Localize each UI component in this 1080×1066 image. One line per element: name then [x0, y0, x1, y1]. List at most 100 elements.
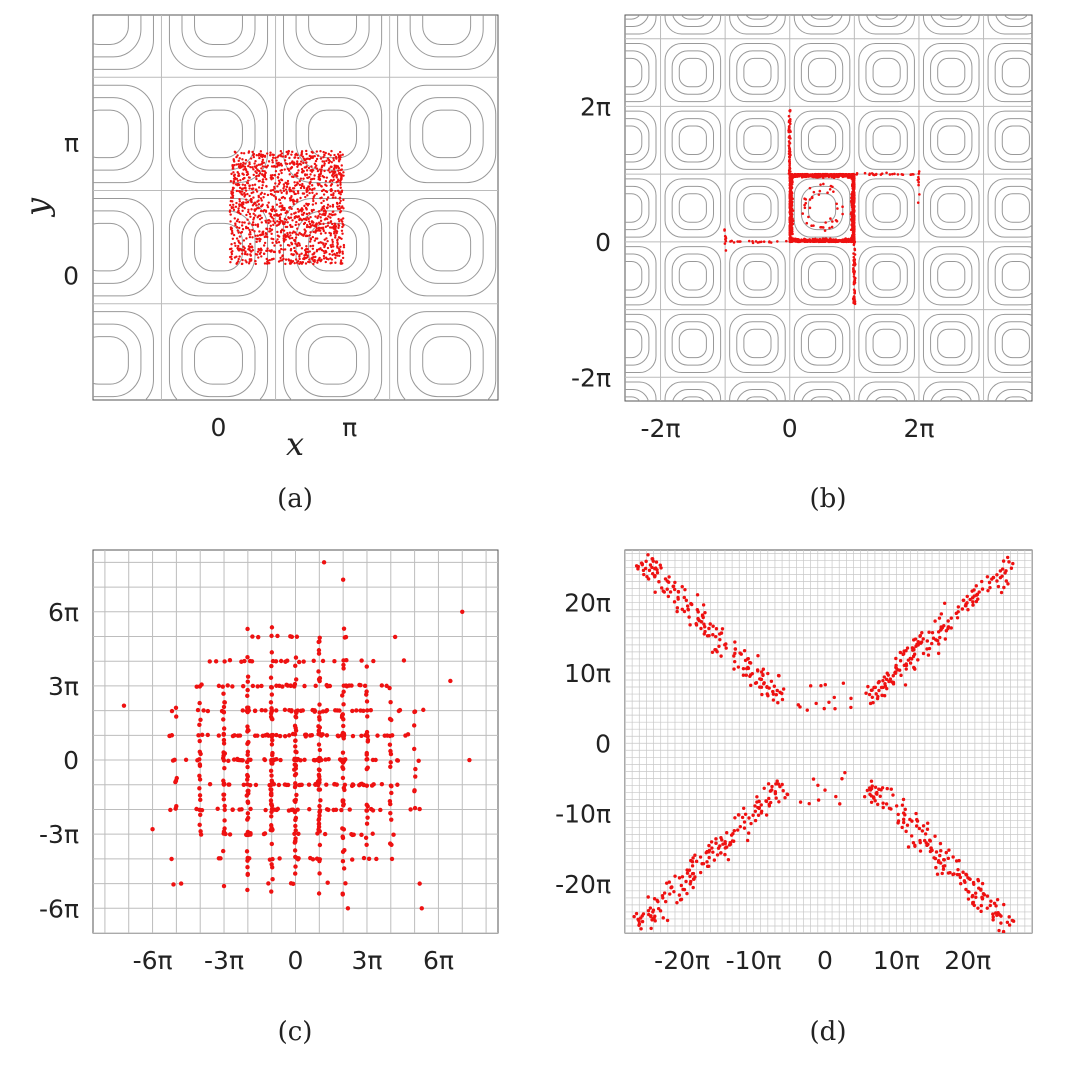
particle [303, 254, 306, 257]
particle [237, 174, 241, 177]
particle [266, 204, 269, 207]
particle [256, 634, 261, 640]
particle [299, 186, 303, 190]
particle [295, 807, 300, 812]
particle [936, 630, 941, 634]
particle [852, 224, 856, 228]
particle [788, 219, 792, 223]
streamline-contour [194, 15, 243, 45]
particle [359, 781, 365, 787]
particle [300, 154, 303, 157]
particle [744, 673, 748, 677]
particle [873, 785, 878, 789]
particle [270, 178, 273, 181]
particle [317, 813, 322, 818]
particle [336, 165, 340, 168]
particle [298, 183, 302, 187]
particle [388, 699, 393, 705]
particle [322, 254, 326, 258]
particle [248, 235, 252, 239]
particle [306, 254, 309, 257]
particle [961, 598, 966, 602]
streamline-contour [872, 328, 901, 359]
particle [921, 637, 925, 641]
particle [686, 608, 691, 612]
particle [947, 848, 951, 852]
particle [788, 170, 792, 173]
particle [841, 681, 846, 685]
panel-d: (d) [624, 549, 1033, 1047]
particle [936, 651, 941, 656]
particle [296, 659, 302, 665]
particle [282, 187, 285, 190]
particle [320, 248, 324, 252]
particle [268, 700, 274, 705]
particle [723, 852, 727, 857]
particle [270, 761, 275, 766]
particle [878, 794, 882, 798]
streamline-contour [874, 15, 899, 20]
particle [269, 224, 273, 228]
streamline-contour [409, 323, 484, 398]
particle [805, 221, 809, 225]
particle [273, 185, 276, 189]
streamline-contour [872, 193, 901, 223]
particle [222, 700, 227, 705]
particle [293, 156, 297, 159]
particle [304, 195, 307, 199]
particle [269, 633, 274, 639]
streamline-contour [736, 185, 779, 231]
particle [293, 864, 298, 869]
particle [292, 202, 295, 206]
particle [297, 223, 300, 226]
particle [997, 928, 1001, 933]
particle [771, 689, 775, 694]
particle [317, 803, 322, 809]
particle [303, 186, 306, 190]
particle [276, 230, 279, 234]
particle [200, 732, 205, 738]
particle [417, 881, 422, 886]
particle [296, 831, 301, 837]
particle [317, 675, 323, 681]
particle [874, 172, 878, 176]
particle [762, 240, 766, 243]
particle [317, 702, 322, 707]
particle [838, 238, 841, 242]
particle [230, 206, 234, 210]
particle [290, 207, 293, 211]
particle [788, 166, 791, 169]
particle [789, 227, 793, 230]
particle [814, 237, 817, 241]
particle [268, 787, 273, 792]
particle [909, 834, 914, 838]
panel-c-y-tick: 6π [48, 598, 79, 627]
particle [300, 160, 303, 163]
particle [249, 165, 252, 169]
particle [269, 809, 274, 815]
particle [903, 807, 907, 812]
particle [340, 218, 343, 221]
particle [801, 212, 805, 215]
streamline-contour [865, 253, 908, 298]
particle [310, 857, 316, 862]
particle [889, 787, 893, 791]
particle [319, 196, 322, 200]
particle [364, 808, 370, 813]
streamline-contour [181, 210, 256, 284]
particle [243, 176, 246, 180]
particle [326, 206, 329, 209]
particle [831, 185, 834, 189]
particle [221, 883, 227, 889]
particle [256, 206, 259, 210]
particle [221, 797, 227, 802]
particle [344, 658, 349, 663]
particle [389, 817, 394, 822]
particle [673, 874, 677, 878]
particle [327, 215, 330, 218]
particle [822, 238, 826, 242]
particle [292, 681, 298, 687]
particle [284, 220, 287, 224]
streamline-contour [1001, 57, 1030, 88]
streamline-contour [625, 110, 657, 170]
